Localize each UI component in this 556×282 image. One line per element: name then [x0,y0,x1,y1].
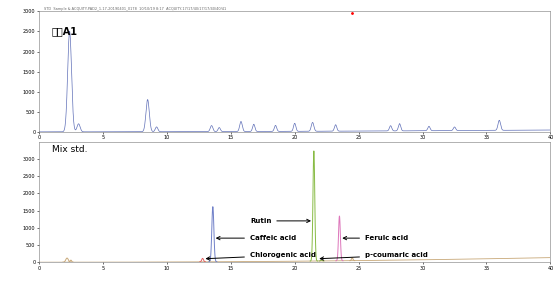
Text: Caffeic acid: Caffeic acid [217,235,296,241]
Text: p-coumaric acid: p-coumaric acid [320,252,428,260]
Text: Mix std.: Mix std. [52,145,87,154]
Text: Rutin: Rutin [250,218,310,224]
Text: 청명A1: 청명A1 [52,26,78,36]
Text: Ferulc acid: Ferulc acid [343,235,408,241]
Text: Chlorogenic acid: Chlorogenic acid [206,252,316,260]
Text: STD  Sample & ACQUITY-PAD2_1-17-20190401_0178  10/10/19 8:17  ACQUITY-17/17/40/1: STD Sample & ACQUITY-PAD2_1-17-20190401_… [44,7,226,11]
